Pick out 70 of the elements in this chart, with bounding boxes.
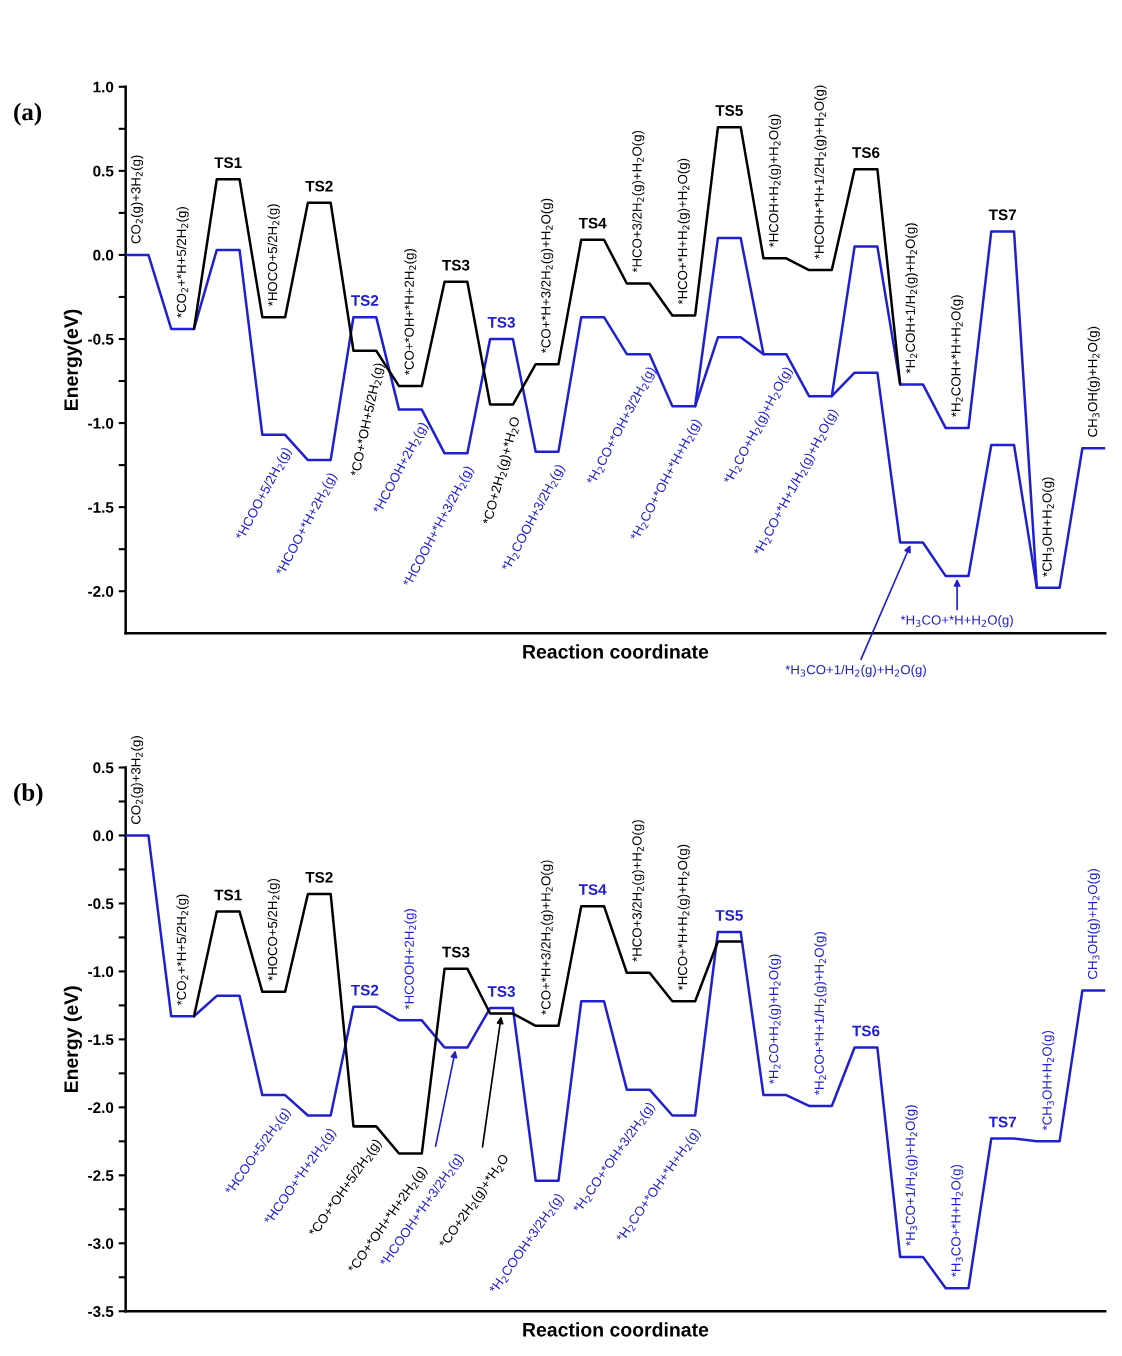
annotation: CH$_{3}$OH(g)+H$_{2}$O(g) <box>1087 326 1100 437</box>
annotation: TS7 <box>988 1116 1016 1128</box>
annotation: *HCO+*H+H$_{2}$(g)+H$_{2}$O(g) <box>677 844 690 991</box>
annotation: *CO+*H+3/2H$_{2}$(g)+H$_{2}$O(g) <box>540 198 554 354</box>
annotation: TS3 <box>442 946 470 958</box>
y-tick-label: -1.0 <box>88 417 114 429</box>
annotation: CO$_{2}$(g)+3H$_{2}$(g) <box>130 155 144 244</box>
annotation: *H$_{3}$CO+*H+H$_{2}$O(g) <box>950 1164 964 1278</box>
y-tick-label: -2.0 <box>88 1102 114 1114</box>
y-tick-label: -0.5 <box>88 333 114 345</box>
annotation: CO$_{2}$(g)+3H$_{2}$(g) <box>130 736 144 824</box>
annotation: *H$_{2}$COH+1/H$_{2}$(g)+H$_{2}$O(g) <box>905 223 918 374</box>
annotation: *HOCO+5/2H$_{2}$(g) <box>267 204 280 306</box>
annotation: TS7 <box>988 209 1016 221</box>
annotation: TS3 <box>487 986 515 997</box>
y-tick-label: 0.5 <box>93 165 114 177</box>
annotation: *CH$_{3}$OH+H$_{2}$O(g) <box>1042 477 1055 577</box>
annotation: *HOCO+5/2H$_{2}$(g) <box>267 878 280 981</box>
annotation: TS1 <box>214 889 242 901</box>
annotation: TS6 <box>852 1025 880 1037</box>
annotation: *HCOH+*H+1/2H$_{2}$(g)+H$_{2}$O(g) <box>814 85 827 259</box>
y-tick-label: -1.5 <box>88 502 114 513</box>
annotation: *CO$_{2}$+*H+5/2H$_{2}$(g) <box>176 207 189 318</box>
y-tick-label: 0.5 <box>93 762 114 774</box>
annotation: TS2 <box>305 180 333 192</box>
annotation: *H$_{2}$COOH+3/2H$_{2}$(g) <box>488 1192 566 1292</box>
y-tick-label: -2.0 <box>88 586 114 597</box>
annotation: CH$_{3}$OH(g)+H$_{2}$O(g) <box>1087 869 1100 979</box>
annotation: *H$_{2}$COH+*H+H$_{2}$O(g) <box>950 295 964 417</box>
text: *H$_{3}$CO+1/H$_{2}$(g)+H$_{2}$O(g) <box>785 664 926 677</box>
annotation: TS5 <box>715 909 743 921</box>
y-tick-label: 1.0 <box>93 81 114 93</box>
annotation: *HCO+3/2H$_{2}$(g)+H$_{2}$O(g) <box>631 130 645 273</box>
y-tick-label: -1.0 <box>88 966 114 978</box>
x-axis-title: Reaction coordinate <box>523 644 709 659</box>
annotation: *HCO+*H+H$_{2}$(g)+H$_{2}$O(g) <box>677 158 690 305</box>
annotation: *CH$_{3}$OH+H$_{2}$O(g) <box>1042 1030 1055 1131</box>
annotation: TS4 <box>578 217 607 229</box>
y-tick-label: -3.5 <box>88 1306 114 1317</box>
y-tick-label: 0.0 <box>93 249 114 261</box>
y-axis-title: Energy (eV) <box>63 986 82 1093</box>
annotation: *HCO+3/2H$_{2}$(g)+H$_{2}$O(g) <box>631 820 645 962</box>
annotation: TS3 <box>487 316 515 328</box>
y-tick-label: -0.5 <box>88 898 114 910</box>
annotation: *HCOOH+2H$_{2}$(g) <box>404 908 417 1010</box>
annotation: TS1 <box>214 157 242 169</box>
annotation: *CO+*OH+*H+2H$_{2}$(g) <box>404 248 417 375</box>
annotation: TS5 <box>715 105 743 116</box>
annotation: *CO+2H$_{2}$(g)+*H$_{2}$O <box>482 416 520 524</box>
annotation: TS4 <box>578 884 607 895</box>
annotation: *H$_{2}$CO+*H+1/H$_{2}$(g)+H$_{2}$O(g) <box>814 932 827 1095</box>
annotation: *H$_{2}$CO+H$_{2}$(g)+H$_{2}$O(g) <box>768 954 781 1085</box>
annotation: TS6 <box>852 147 880 158</box>
annotation: TS2 <box>351 984 379 996</box>
x-axis-title: Reaction coordinate <box>523 1322 709 1337</box>
y-axis-title: Energy(eV) <box>63 309 82 411</box>
y-tick-label: 0.0 <box>93 830 114 842</box>
annotation: *CO+*H+3/2H$_{2}$(g)+H$_{2}$O(g) <box>540 860 554 1015</box>
annotation: TS3 <box>442 259 470 271</box>
y-tick-label: -2.5 <box>88 1170 114 1181</box>
annotation: *H$_{3}$CO+*H+H$_{2}$O(g) <box>900 614 1013 628</box>
text: (b) <box>14 783 43 807</box>
annotation: *H$_{3}$CO+1/H$_{2}$(g)+H$_{2}$O(g) <box>905 1105 918 1246</box>
text: (a) <box>14 102 42 126</box>
annotation: *HCOH+H$_{2}$(g)+H$_{2}$O(g) <box>768 114 781 248</box>
y-tick-label: -3.0 <box>88 1238 114 1249</box>
annotation: TS2 <box>351 295 379 306</box>
annotation: TS2 <box>305 871 333 883</box>
y-tick-label: -1.5 <box>88 1034 114 1046</box>
annotation: *CO$_{2}$+*H+5/2H$_{2}$(g) <box>176 894 189 1006</box>
